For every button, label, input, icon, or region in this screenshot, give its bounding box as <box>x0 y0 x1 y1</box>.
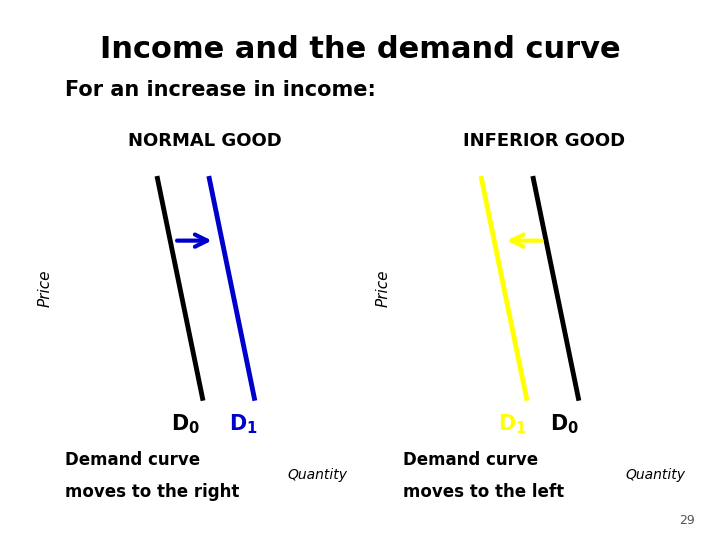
Text: Income and the demand curve: Income and the demand curve <box>99 35 621 64</box>
Text: Demand curve: Demand curve <box>65 451 200 469</box>
Text: Price: Price <box>376 269 390 307</box>
Text: $\mathbf{D_1}$: $\mathbf{D_1}$ <box>229 412 258 436</box>
Text: Quantity: Quantity <box>626 468 685 482</box>
Text: $\mathbf{D_1}$: $\mathbf{D_1}$ <box>498 412 527 436</box>
Text: INFERIOR GOOD: INFERIOR GOOD <box>462 132 625 150</box>
Text: NORMAL GOOD: NORMAL GOOD <box>128 132 282 150</box>
Text: For an increase in income:: For an increase in income: <box>65 80 376 100</box>
Text: Price: Price <box>37 269 52 307</box>
Text: $\mathbf{D_0}$: $\mathbf{D_0}$ <box>171 412 200 436</box>
Text: 29: 29 <box>679 514 695 526</box>
Text: Demand curve: Demand curve <box>403 451 539 469</box>
Text: Quantity: Quantity <box>287 468 347 482</box>
Text: $\mathbf{D_0}$: $\mathbf{D_0}$ <box>550 412 579 436</box>
Text: moves to the right: moves to the right <box>65 483 239 501</box>
Text: moves to the left: moves to the left <box>403 483 564 501</box>
